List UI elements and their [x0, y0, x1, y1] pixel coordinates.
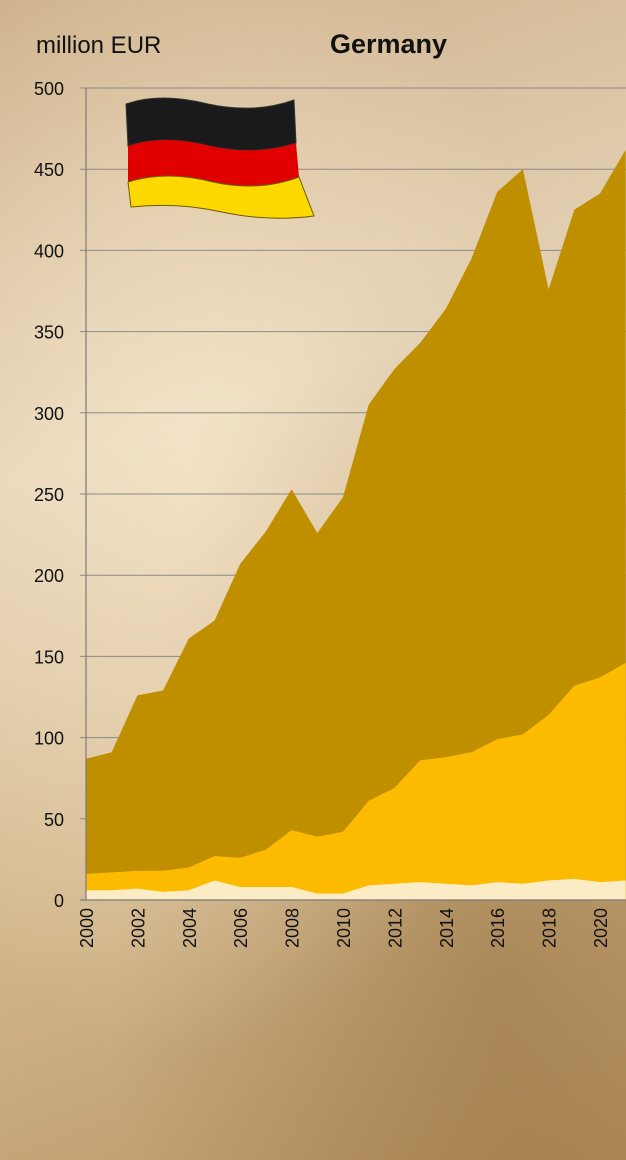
y-tick-label: 500: [34, 79, 64, 99]
x-tick-label: 2014: [437, 908, 457, 948]
y-tick-label: 100: [34, 729, 64, 749]
x-tick-label: 2016: [488, 908, 508, 948]
y-tick-label: 400: [34, 241, 64, 261]
y-tick-label: 450: [34, 160, 64, 180]
x-tick-label: 2004: [180, 908, 200, 948]
x-tick-labels: 2000 2002 2004 2006 2008 2010 2012 2014 2016 2018…: [77, 908, 611, 948]
x-tick-label: 2010: [334, 908, 354, 948]
y-tick-label: 250: [34, 485, 64, 505]
x-tick-label: 2018: [540, 908, 560, 948]
area-series-2: [86, 662, 626, 900]
chart-title: Germany: [330, 29, 447, 59]
x-tick-label: 2008: [283, 908, 303, 948]
x-tick-label: 2006: [231, 908, 251, 948]
y-tick-labels: 0 50 100 150 200 250 300 350 400 450 500: [34, 79, 64, 911]
area-series: [86, 149, 626, 900]
germany-flag-icon: [125, 97, 315, 219]
x-tick-label: 2002: [128, 908, 148, 948]
y-tick-label: 300: [34, 404, 64, 424]
y-tick-label: 50: [44, 810, 64, 830]
x-tick-label: 2000: [77, 908, 97, 948]
y-axis-label: million EUR: [36, 32, 161, 59]
y-tick-label: 200: [34, 566, 64, 586]
y-tick-label: 350: [34, 323, 64, 343]
y-tick-label: 0: [54, 891, 64, 911]
area-series-3: [86, 149, 626, 900]
x-tick-label: 2020: [591, 908, 611, 948]
y-tick-label: 150: [34, 647, 64, 667]
area-series-1: [86, 878, 626, 900]
x-tick-label: 2012: [385, 908, 405, 948]
